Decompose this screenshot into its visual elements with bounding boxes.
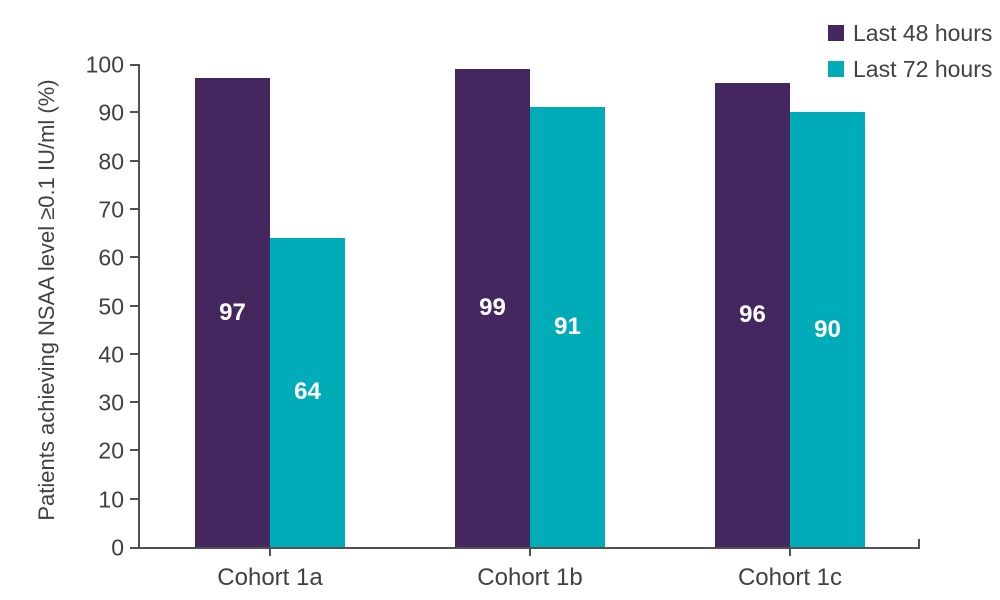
y-tick-30 [130, 401, 140, 404]
y-tick-40 [130, 352, 140, 355]
y-tick-label-40: 40 [98, 341, 124, 368]
y-tick-label-10: 10 [98, 486, 124, 513]
bar-value-label-cohort-1b-last-72-hours: 91 [554, 313, 581, 341]
y-tick-label-70: 70 [98, 196, 124, 223]
x-axis-endcap-tick [918, 539, 920, 549]
x-axis-line [130, 547, 920, 549]
x-category-label-cohort-1b: Cohort 1b [477, 564, 583, 591]
y-tick-20 [130, 449, 140, 452]
bar-value-label-cohort-1a-last-72-hours: 64 [294, 378, 321, 406]
bar-cohort-1c-last-48-hours [715, 83, 790, 547]
bar-cohort-1b-last-72-hours [530, 107, 605, 547]
legend-swatch-icon-last-72-hours [828, 61, 844, 77]
bar-cohort-1a-last-48-hours [195, 78, 270, 547]
legend-item-last-72-hours: Last 72 hours [828, 55, 992, 83]
x-tick-cohort-1c [789, 549, 791, 556]
y-axis-title: Patients achieving NSAA level ≥0.1 IU/ml… [34, 79, 59, 521]
y-axis-line [138, 64, 140, 549]
legend: Last 48 hours Last 72 hours [828, 19, 992, 91]
x-category-label-cohort-1a: Cohort 1a [217, 564, 323, 591]
legend-item-last-48-hours: Last 48 hours [828, 19, 992, 47]
legend-label-last-48-hours: Last 48 hours [853, 19, 993, 46]
y-tick-label-80: 80 [98, 148, 124, 175]
y-tick-label-90: 90 [98, 99, 124, 126]
y-tick-label-20: 20 [98, 437, 124, 464]
bar-value-label-cohort-1c-last-48-hours: 96 [739, 301, 766, 329]
bar-cohort-1c-last-72-hours [790, 112, 865, 547]
y-tick-60 [130, 256, 140, 259]
y-tick-label-60: 60 [98, 244, 124, 271]
y-tick-10 [130, 497, 140, 500]
y-tick-label-100: 100 [85, 51, 124, 78]
y-tick-90 [130, 111, 140, 114]
y-tick-label-50: 50 [98, 293, 124, 319]
x-tick-cohort-1b [529, 549, 531, 556]
y-tick-80 [130, 159, 140, 162]
legend-label-last-72-hours: Last 72 hours [853, 55, 993, 82]
y-tick-label-30: 30 [98, 389, 124, 416]
bar-cohort-1b-last-48-hours [455, 68, 530, 547]
bar-value-label-cohort-1b-last-48-hours: 99 [479, 293, 506, 321]
y-tick-50 [130, 304, 140, 307]
bar-cohort-1a-last-72-hours [270, 237, 345, 547]
x-category-label-cohort-1c: Cohort 1c [737, 564, 843, 591]
y-tick-100 [130, 64, 140, 66]
y-tick-70 [130, 207, 140, 210]
legend-swatch-icon-last-48-hours [828, 25, 844, 41]
x-tick-cohort-1a [269, 549, 271, 556]
bar-value-label-cohort-1a-last-48-hours: 97 [219, 298, 246, 326]
bar-value-label-cohort-1c-last-72-hours: 90 [814, 315, 841, 343]
y-tick-label-0: 0 [111, 534, 124, 561]
